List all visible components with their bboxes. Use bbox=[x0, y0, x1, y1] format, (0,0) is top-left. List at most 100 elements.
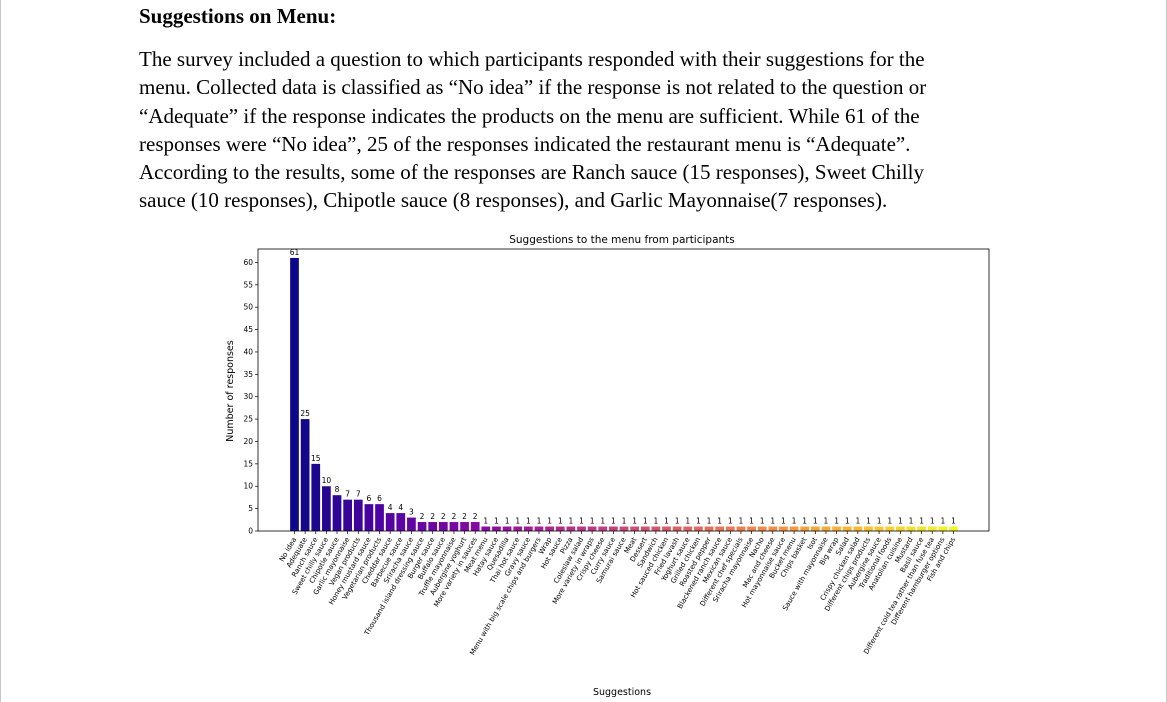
bar-value-label: 1 bbox=[600, 517, 605, 526]
bar bbox=[789, 526, 799, 531]
bar-value-label: 1 bbox=[632, 517, 637, 526]
bar-value-label: 1 bbox=[845, 517, 850, 526]
bar bbox=[375, 504, 384, 531]
y-axis-label: Number of responses bbox=[225, 340, 236, 442]
bar bbox=[290, 257, 299, 531]
bar bbox=[874, 526, 884, 531]
bar bbox=[725, 526, 735, 531]
bar-value-label: 4 bbox=[388, 503, 393, 512]
paragraph-line: responses were “No idea”, 25 of the resp… bbox=[139, 131, 911, 156]
bar-value-label: 1 bbox=[494, 517, 499, 526]
bar bbox=[353, 499, 363, 531]
bar-value-label: 1 bbox=[664, 517, 669, 526]
bar bbox=[343, 499, 353, 531]
bar-value-label: 7 bbox=[356, 490, 361, 499]
bar bbox=[662, 526, 671, 531]
bar-value-label: 3 bbox=[409, 508, 414, 517]
paragraph-line: “Adequate” if the response indicates the… bbox=[139, 103, 920, 128]
bar-value-label: 1 bbox=[675, 517, 680, 526]
bar bbox=[566, 526, 576, 531]
bar-value-label: 1 bbox=[537, 517, 542, 526]
bar bbox=[757, 526, 767, 531]
bar bbox=[555, 526, 565, 531]
bar-value-label: 7 bbox=[345, 490, 350, 499]
bar bbox=[545, 526, 554, 531]
bar-value-label: 1 bbox=[717, 517, 722, 526]
bar-value-label: 1 bbox=[696, 517, 701, 526]
bar-value-label: 2 bbox=[420, 512, 425, 521]
bar bbox=[460, 522, 469, 531]
bar bbox=[917, 526, 926, 531]
bar-value-label: 1 bbox=[739, 517, 744, 526]
page-edge-left bbox=[0, 0, 1, 702]
bar bbox=[832, 526, 841, 531]
bar bbox=[619, 526, 629, 531]
bar-value-label: 1 bbox=[643, 517, 648, 526]
bar-value-label: 1 bbox=[770, 517, 775, 526]
y-tick-label: 25 bbox=[243, 415, 253, 424]
y-tick-label: 5 bbox=[248, 504, 253, 513]
bar bbox=[821, 526, 831, 531]
bar-value-label: 1 bbox=[579, 517, 584, 526]
bar-value-label: 1 bbox=[792, 517, 797, 526]
bar bbox=[417, 522, 427, 531]
bar-value-label: 4 bbox=[398, 503, 403, 512]
bar bbox=[747, 526, 756, 531]
bar-value-label: 1 bbox=[505, 517, 510, 526]
bar-value-label: 1 bbox=[622, 517, 627, 526]
bar bbox=[438, 522, 448, 531]
y-tick-label: 15 bbox=[243, 459, 253, 468]
bar-value-label: 1 bbox=[909, 517, 914, 526]
bar-value-label: 2 bbox=[452, 512, 457, 521]
bar bbox=[927, 526, 937, 531]
paragraph-line: According to the results, some of the re… bbox=[139, 160, 924, 185]
bar-value-label: 1 bbox=[685, 517, 690, 526]
bar-value-label: 1 bbox=[802, 517, 807, 526]
bar-value-label: 1 bbox=[483, 517, 488, 526]
y-tick-label: 20 bbox=[243, 437, 253, 446]
bar-value-label: 1 bbox=[824, 517, 829, 526]
y-tick-label: 30 bbox=[243, 392, 253, 401]
bar-value-label: 61 bbox=[290, 248, 300, 257]
bar bbox=[396, 513, 406, 531]
bar bbox=[630, 526, 639, 531]
bar bbox=[481, 526, 491, 531]
bar bbox=[800, 526, 810, 531]
bar-value-label: 1 bbox=[887, 517, 892, 526]
bar bbox=[938, 526, 948, 531]
bar bbox=[885, 526, 895, 531]
bar bbox=[609, 526, 618, 531]
plot-frame bbox=[257, 248, 990, 532]
bar bbox=[949, 526, 958, 531]
y-tick-label: 0 bbox=[248, 527, 253, 536]
bar-value-label: 1 bbox=[813, 517, 818, 526]
bar-value-label: 6 bbox=[377, 494, 382, 503]
bar bbox=[470, 522, 480, 531]
bar bbox=[906, 526, 916, 531]
bar-value-label: 1 bbox=[781, 517, 786, 526]
bar bbox=[577, 526, 586, 531]
bar bbox=[694, 526, 703, 531]
bar-value-label: 1 bbox=[919, 517, 924, 526]
bar-value-label: 1 bbox=[526, 517, 531, 526]
bar bbox=[896, 526, 905, 531]
bar-value-label: 1 bbox=[760, 517, 765, 526]
bar bbox=[332, 495, 342, 531]
y-tick-label: 35 bbox=[243, 370, 253, 379]
bar-value-label: 1 bbox=[866, 517, 871, 526]
bar bbox=[300, 419, 310, 531]
y-tick-label: 50 bbox=[243, 303, 253, 312]
bar-value-label: 1 bbox=[728, 517, 733, 526]
bar-value-label: 1 bbox=[611, 517, 616, 526]
bar-value-label: 1 bbox=[951, 517, 956, 526]
bar-value-label: 15 bbox=[311, 454, 321, 463]
bar-value-label: 6 bbox=[367, 494, 372, 503]
bar-value-label: 2 bbox=[430, 512, 435, 521]
bar bbox=[449, 522, 459, 531]
y-tick-label: 60 bbox=[243, 258, 253, 267]
bar-value-label: 1 bbox=[653, 517, 658, 526]
bar bbox=[598, 526, 608, 531]
bar bbox=[523, 526, 533, 531]
y-tick-label: 55 bbox=[243, 280, 253, 289]
